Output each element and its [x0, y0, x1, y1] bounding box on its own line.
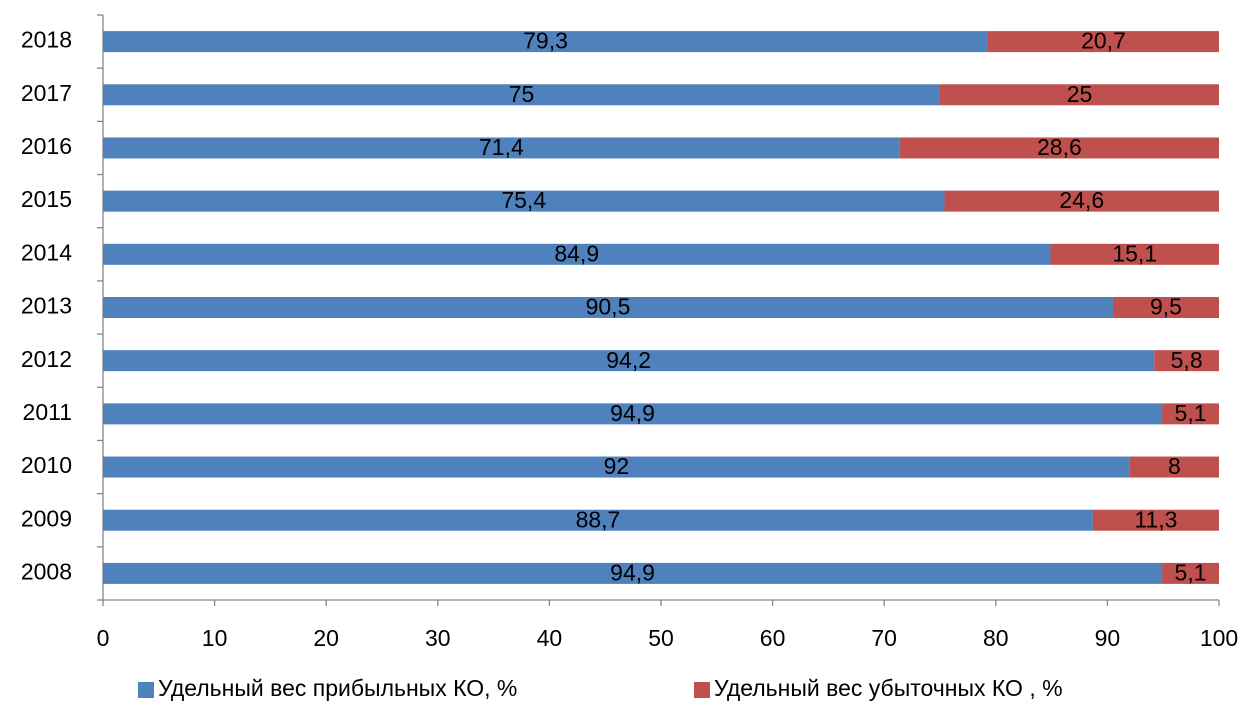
data-label: 71,4: [479, 134, 524, 160]
bar-segment: [103, 243, 1051, 265]
bar-segment: [1162, 562, 1219, 584]
bar-segment: [103, 137, 900, 159]
data-label: 24,6: [1059, 187, 1104, 213]
bar-segment: [103, 350, 1155, 372]
data-label: 20,7: [1081, 28, 1126, 54]
y-tick-label: 2016: [21, 133, 72, 159]
bar-segment: [103, 509, 1093, 531]
bar-segment: [1112, 297, 1219, 318]
data-label: 88,7: [576, 506, 621, 532]
bar-segment: [944, 190, 1219, 212]
y-tick-label: 2018: [21, 27, 72, 53]
bar-segment: [103, 403, 1163, 425]
bar-segment: [103, 456, 1130, 478]
bar-segment: [103, 31, 988, 53]
bar-segment: [899, 137, 1219, 159]
legend-swatch: [138, 682, 154, 698]
bar-segment: [1154, 350, 1219, 372]
x-tick-label: 60: [760, 625, 786, 651]
bar-segment: [940, 84, 1219, 106]
bar-segment: [103, 562, 1163, 584]
y-tick-label: 2008: [21, 558, 72, 584]
bar-segment: [103, 297, 1113, 318]
bar-segment: [987, 31, 1219, 53]
x-tick-label: 90: [1095, 625, 1121, 651]
x-tick-label: 20: [313, 625, 339, 651]
x-tick-label: 30: [425, 625, 451, 651]
data-label: 5,8: [1171, 347, 1203, 373]
x-tick-label: 40: [537, 625, 563, 651]
y-tick-label: 2010: [21, 452, 72, 478]
y-tick-label: 2013: [21, 293, 72, 319]
legend-swatch: [694, 682, 710, 698]
bar-segment: [103, 190, 945, 212]
legend-label: Удельный вес убыточных КО , %: [714, 675, 1063, 701]
y-tick-label: 2012: [21, 346, 72, 372]
data-label: 25: [1067, 81, 1093, 107]
x-tick-label: 0: [97, 625, 110, 651]
data-label: 5,1: [1175, 400, 1207, 426]
bar-segment: [1129, 456, 1219, 478]
data-label: 94,2: [606, 347, 651, 373]
legend-label: Удельный вес прибыльных КО, %: [158, 675, 517, 701]
bar-segment: [1050, 243, 1219, 265]
data-label: 94,9: [610, 400, 655, 426]
data-label: 9,5: [1150, 294, 1182, 320]
x-tick-label: 100: [1200, 625, 1238, 651]
x-tick-label: 70: [871, 625, 897, 651]
x-tick-label: 80: [983, 625, 1009, 651]
data-label: 92: [604, 453, 630, 479]
y-tick-label: 2014: [21, 239, 72, 265]
data-label: 15,1: [1112, 240, 1157, 266]
data-label: 84,9: [554, 240, 599, 266]
data-label: 11,3: [1134, 506, 1177, 532]
y-tick-label: 2017: [21, 80, 72, 106]
data-label: 94,9: [610, 559, 655, 585]
data-label: 75,4: [501, 187, 546, 213]
bar-segment: [1092, 509, 1219, 531]
x-tick-label: 10: [202, 625, 228, 651]
y-tick-label: 2011: [23, 399, 72, 425]
data-label: 79,3: [523, 28, 568, 54]
y-tick-label: 2015: [21, 186, 72, 212]
data-label: 28,6: [1037, 134, 1082, 160]
data-label: 5,1: [1175, 559, 1207, 585]
data-label: 90,5: [586, 294, 631, 320]
data-label: 8: [1168, 453, 1181, 479]
x-tick-label: 50: [648, 625, 674, 651]
data-label: 75: [509, 81, 535, 107]
bar-segment: [103, 84, 940, 106]
bar-segment: [1162, 403, 1219, 425]
y-tick-label: 2009: [21, 505, 72, 531]
